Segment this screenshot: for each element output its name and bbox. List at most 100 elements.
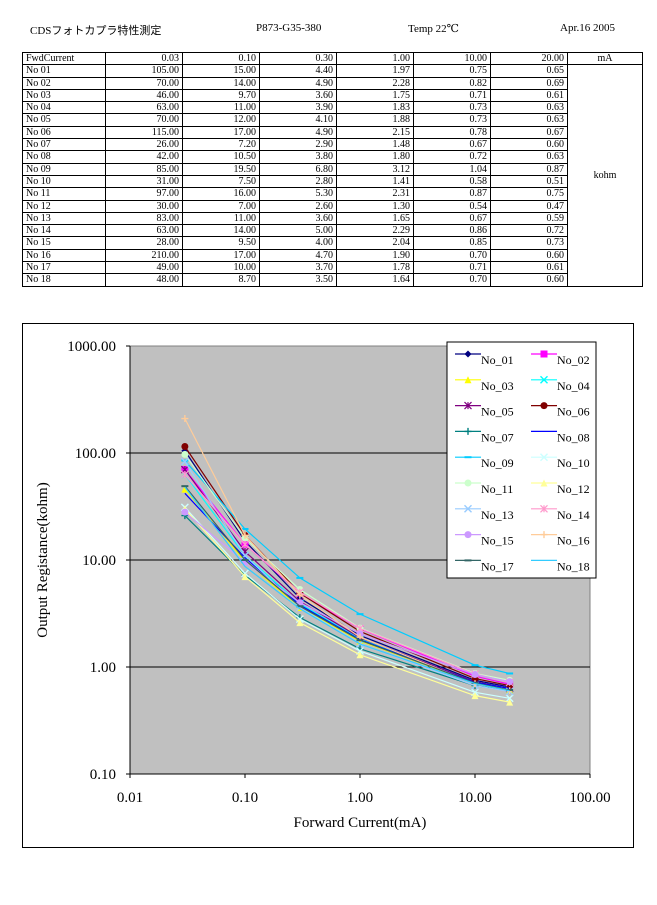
resistance-cell: 10.50 <box>182 150 260 164</box>
resistance-cell: 210.00 <box>105 249 183 263</box>
series-line-no-06 <box>184 446 510 687</box>
resistance-cell: 2.60 <box>259 200 337 213</box>
resistance-cell: 0.71 <box>413 89 491 103</box>
sample-name: No 03 <box>22 89 106 103</box>
sample-name: No 17 <box>22 261 106 275</box>
legend-label: No_05 <box>481 405 514 419</box>
legend-marker <box>464 401 472 410</box>
resistance-cell: 70.00 <box>105 113 183 127</box>
resistance-cell: 2.28 <box>336 77 414 90</box>
resistance-cell: 11.00 <box>182 101 260 115</box>
legend-label: No_07 <box>481 430 514 444</box>
series-line-no-11 <box>184 454 510 681</box>
series-line-no-09 <box>184 460 510 675</box>
resistance-cell: 6.80 <box>259 163 337 176</box>
current-header: 1.00 <box>336 51 414 66</box>
resistance-cell: 97.00 <box>105 187 183 201</box>
part-number: P873-G35-380 <box>256 22 322 34</box>
resistance-cell: 3.12 <box>336 163 414 176</box>
table-row: No 12 30.00 7.00 2.60 1.30 0.54 0.47 <box>22 200 643 213</box>
y-tick-label: 1000.00 <box>67 339 116 355</box>
resistance-cell: 46.00 <box>105 89 183 103</box>
series-line-no-13 <box>184 461 510 693</box>
legend-marker <box>464 350 472 358</box>
resistance-cell: 0.87 <box>413 187 491 201</box>
resistance-cell: 3.80 <box>259 150 337 164</box>
resistance-cell: 16.00 <box>182 187 260 201</box>
resistance-cell: 0.72 <box>413 150 491 164</box>
resistance-cell: 26.00 <box>105 138 183 152</box>
sample-name: No 08 <box>22 150 106 164</box>
sample-name: No 12 <box>22 200 106 213</box>
resistance-cell: 1.83 <box>336 101 414 115</box>
resistance-cell: 15.00 <box>182 64 260 78</box>
resistance-cell: 19.50 <box>182 163 260 176</box>
y-tick-label: 100.00 <box>75 446 116 462</box>
resistance-cell: 0.70 <box>413 273 491 287</box>
resistance-cell: 0.67 <box>413 212 491 226</box>
resistance-cell: 0.63 <box>490 150 568 164</box>
legend-marker <box>540 479 548 487</box>
series-line-no-10 <box>184 507 510 699</box>
resistance-cell: 0.54 <box>413 200 491 213</box>
resistance-cell: 0.87 <box>490 163 568 176</box>
resistance-cell: 0.70 <box>413 249 491 263</box>
legend-label: No_17 <box>481 559 514 573</box>
resistance-cell: 42.00 <box>105 150 183 164</box>
data-point <box>506 698 514 706</box>
resistance-cell: 48.00 <box>105 273 183 287</box>
resistance-cell: 7.50 <box>182 175 260 189</box>
resistance-cell: 10.00 <box>182 261 260 275</box>
series-line-no-18 <box>184 486 510 692</box>
legend-marker <box>464 504 472 513</box>
resistance-cell: 0.60 <box>490 249 568 263</box>
legend-label: No_16 <box>557 534 590 548</box>
legend-label: No_14 <box>557 508 590 522</box>
data-point <box>296 591 304 599</box>
x-tick-label: 0.01 <box>117 790 143 806</box>
table-row: No 15 28.00 9.50 4.00 2.04 0.85 0.73 <box>22 236 643 250</box>
resistance-cell: 30.00 <box>105 200 183 213</box>
current-header: 0.30 <box>259 51 337 66</box>
table-header-row: FwdCurrent 0.03 0.10 0.30 1.00 10.00 20.00 mA <box>22 51 643 66</box>
legend-label: No_06 <box>557 405 590 419</box>
resistance-cell: 3.70 <box>259 261 337 275</box>
data-point <box>296 619 304 627</box>
data-point <box>471 692 479 700</box>
sample-name: No 07 <box>22 138 106 152</box>
resistance-cell: 14.00 <box>182 224 260 238</box>
current-unit: mA <box>567 51 643 66</box>
resistance-cell: 5.00 <box>259 224 337 238</box>
series-line-no-17 <box>184 485 510 691</box>
resistance-cell: 63.00 <box>105 101 183 115</box>
resistance-cell: 28.00 <box>105 236 183 250</box>
legend-label: No_18 <box>557 559 590 573</box>
table-row: No 07 26.00 7.20 2.90 1.48 0.67 0.60 <box>22 138 643 152</box>
resistance-cell: 4.90 <box>259 77 337 90</box>
resistance-cell: 1.75 <box>336 89 414 103</box>
resistance-cell: 1.90 <box>336 249 414 263</box>
data-point <box>471 671 479 679</box>
resistance-cell: 0.82 <box>413 77 491 90</box>
resistance-cell: 83.00 <box>105 212 183 226</box>
table-row: No 14 63.00 14.00 5.00 2.29 0.86 0.72 <box>22 224 643 238</box>
legend-marker <box>540 350 548 358</box>
legend-label: No_11 <box>481 482 513 496</box>
resistance-cell: 0.72 <box>490 224 568 238</box>
report-title: CDSフォトカプラ特性測定 <box>30 25 162 37</box>
resistance-cell: 9.50 <box>182 236 260 250</box>
table-row: No 10 31.00 7.50 2.80 1.41 0.58 0.51 <box>22 175 643 189</box>
resistance-cell: 0.78 <box>413 126 491 140</box>
data-point <box>506 678 514 686</box>
resistance-cell: 70.00 <box>105 77 183 90</box>
resistance-cell: 1.78 <box>336 261 414 275</box>
resistance-cell: 0.73 <box>413 113 491 127</box>
data-point <box>241 531 249 539</box>
data-point <box>505 694 514 703</box>
resistance-cell: 0.67 <box>490 126 568 140</box>
legend-label: No_03 <box>481 379 514 393</box>
resistance-cell: 1.64 <box>336 273 414 287</box>
legend-marker <box>464 479 472 487</box>
resistance-cell: 4.10 <box>259 113 337 127</box>
table-row: No 03 46.00 9.70 3.60 1.75 0.71 0.61 <box>22 89 643 103</box>
